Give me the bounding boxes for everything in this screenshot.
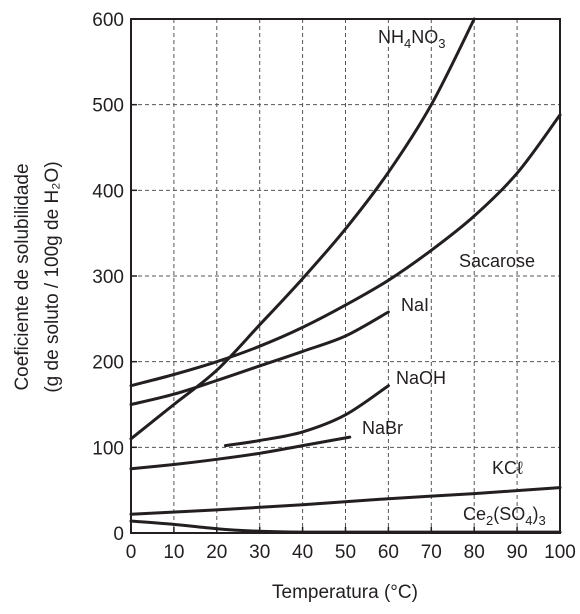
x-tick-label-20: 20 xyxy=(206,542,227,563)
series-1-label: Sacarose xyxy=(459,251,535,271)
y-axis-title-line1: Coeficiente de solubilidade xyxy=(12,163,33,390)
x-axis-title: Temperatura (°C) xyxy=(272,582,418,603)
y-tick-label-600: 600 xyxy=(92,10,124,31)
y-axis-ticks: 0 100 200 300 400 500 600 xyxy=(92,10,137,545)
x-tick-label-0: 0 xyxy=(126,542,137,563)
series-3-line xyxy=(223,384,390,448)
grid xyxy=(131,19,560,533)
series-1-line xyxy=(129,113,562,388)
x-tick-label-70: 70 xyxy=(421,542,442,563)
y-tick-label-500: 500 xyxy=(92,96,124,117)
x-tick-label-30: 30 xyxy=(249,542,270,563)
series-5-line xyxy=(129,486,562,516)
x-tick-label-80: 80 xyxy=(464,542,485,563)
series-4-label: NaBr xyxy=(362,418,403,438)
x-axis-ticks: 0 10 20 30 40 50 60 70 80 90 100 xyxy=(126,527,576,563)
y-tick-label-200: 200 xyxy=(92,353,124,374)
series-labels: NH4NO3 Sacarose NaI NaOH NaBr KCℓ Ce2(SO4)3 xyxy=(362,27,546,528)
y-tick-label-0: 0 xyxy=(113,524,124,545)
series-4-line xyxy=(129,435,352,471)
x-tick-label-60: 60 xyxy=(378,542,399,563)
x-tick-label-90: 90 xyxy=(507,542,528,563)
y-axis-title-line2: (g de soluto / 100g de H₂O) xyxy=(42,161,63,392)
series-6-label: Ce2(SO4)3 xyxy=(463,504,546,528)
x-tick-label-50: 50 xyxy=(335,542,356,563)
series-0-label: NH4NO3 xyxy=(378,27,445,51)
x-tick-label-40: 40 xyxy=(292,542,313,563)
x-tick-label-100: 100 xyxy=(544,542,576,563)
y-tick-label-400: 400 xyxy=(92,181,124,202)
series-3-label: NaOH xyxy=(396,368,446,388)
y-tick-label-300: 300 xyxy=(92,267,124,288)
series-2-line xyxy=(129,310,390,406)
x-tick-label-10: 10 xyxy=(163,542,184,563)
series-2-label: NaI xyxy=(401,295,429,315)
series-5-label: KCℓ xyxy=(492,458,523,478)
y-tick-label-100: 100 xyxy=(92,438,124,459)
series-0-line xyxy=(129,17,476,441)
